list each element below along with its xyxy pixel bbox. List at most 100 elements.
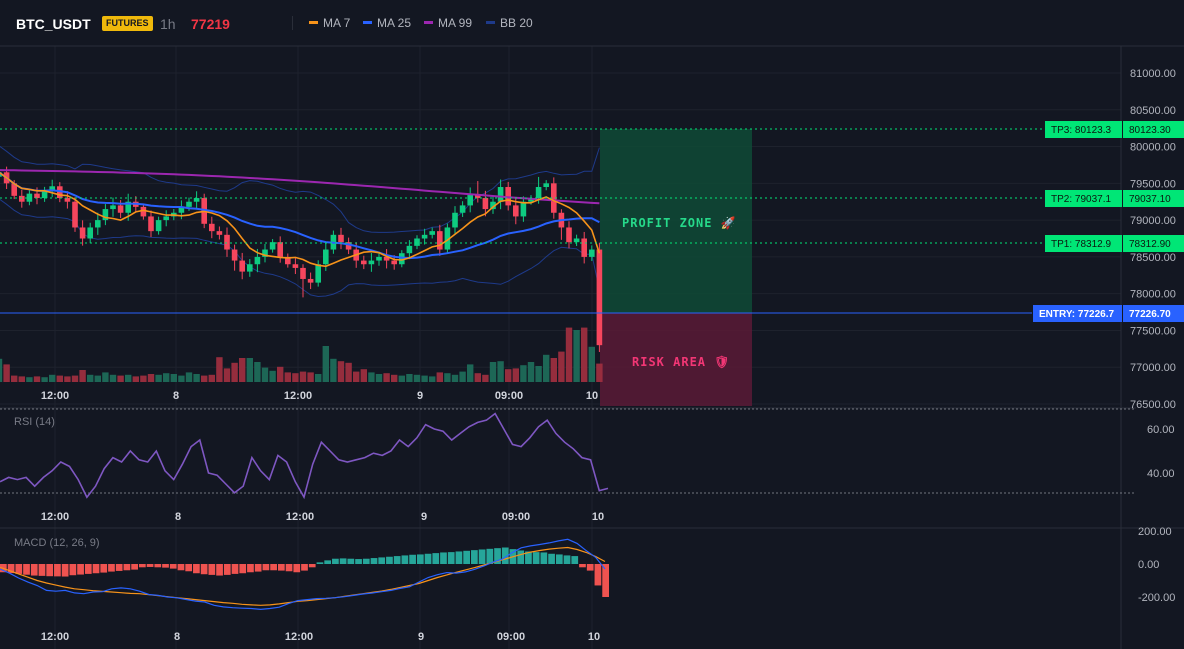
volume-bar: [383, 373, 390, 382]
risk-area-box[interactable]: [600, 313, 752, 406]
volume-bar: [360, 369, 367, 382]
ma99-swatch-icon: [424, 21, 433, 25]
candle-body: [383, 256, 390, 261]
macd-hist-bar: [594, 564, 602, 586]
volume-bar: [239, 358, 246, 382]
profit-zone-box[interactable]: [600, 129, 752, 313]
macd-hist-bar: [23, 564, 30, 575]
legend-bb20[interactable]: BB 20: [486, 16, 533, 30]
volume-bar: [558, 351, 565, 382]
macd-hist-bar: [69, 564, 77, 576]
candle-body: [573, 238, 580, 243]
volume-bar: [87, 374, 94, 382]
volume-bar: [277, 366, 284, 382]
candle-body: [285, 256, 291, 265]
volume-bar: [444, 373, 451, 382]
macd-hist-bar: [355, 559, 362, 564]
time-tick-label: 8: [174, 631, 180, 643]
volume-bar: [451, 374, 459, 382]
time-tick-label: 8: [175, 511, 181, 523]
time-tick-label: 10: [586, 390, 598, 402]
legend-ma7[interactable]: MA 7: [309, 16, 350, 30]
volume-bar: [11, 375, 18, 382]
macd-line: [0, 538, 606, 611]
entry-tag[interactable]: [1033, 305, 1122, 322]
candle-body: [216, 231, 223, 235]
tp3-tag[interactable]: [1045, 121, 1122, 138]
volume-bar: [330, 358, 337, 382]
time-tick-label: 9: [421, 511, 427, 523]
macd-hist-bar: [277, 564, 285, 571]
candle-body: [292, 264, 299, 268]
volume-bar: [474, 373, 481, 382]
macd-hist-bar: [54, 564, 61, 577]
bb20-swatch-icon: [486, 21, 495, 25]
candle-body: [581, 238, 587, 257]
legend-bb20-label: BB 20: [500, 16, 533, 30]
tp3-tag-text: TP3: 80123.3: [1051, 125, 1111, 136]
candle-body: [361, 260, 367, 265]
candle-body: [269, 242, 276, 250]
rsi-title: RSI (14): [14, 416, 55, 428]
time-tick-label: 09:00: [495, 390, 523, 402]
legend-ma25[interactable]: MA 25: [363, 16, 411, 30]
macd-hist-bar: [262, 564, 270, 571]
time-axis-main[interactable]: 12:00 8 12:00 9 09:00 10: [41, 390, 598, 402]
volume-bar: [489, 362, 497, 382]
volume-bar: [216, 357, 223, 382]
volume-bar: [398, 375, 405, 382]
rsi-line: [0, 412, 609, 500]
candle-body: [26, 193, 33, 202]
time-tick-label: 9: [417, 390, 423, 402]
bollinger-bands: [0, 145, 600, 298]
macd-axis-labels[interactable]: 200.00 0.00 -200.00: [1138, 526, 1175, 604]
macd-hist-bar: [586, 564, 594, 571]
entry-tag-text: ENTRY: 77226.7: [1039, 309, 1114, 320]
rsi-axis-labels[interactable]: 60.00 40.00: [1147, 424, 1175, 480]
volume-bar: [132, 376, 139, 382]
volume-bar: [71, 375, 79, 382]
macd-hist-bar: [216, 564, 223, 576]
macd-title: MACD (12, 26, 9): [14, 537, 100, 549]
candle-body: [399, 253, 405, 265]
tp1-axis-tag: [1123, 235, 1184, 252]
macd-hist-bar: [532, 552, 540, 564]
price-tick-label: 80500.00: [1130, 105, 1176, 117]
candle-body: [110, 205, 116, 210]
time-axis-rsi[interactable]: 12:00 8 12:00 9 09:00 10: [41, 511, 604, 523]
volume-bar: [322, 346, 329, 382]
candle-body: [224, 234, 230, 250]
candle-body: [87, 227, 93, 239]
candle-body: [186, 201, 192, 207]
macd-hist-bar: [548, 553, 555, 564]
volume-bar: [261, 367, 269, 382]
time-axis-macd[interactable]: 12:00 8 12:00 9 09:00 10: [41, 631, 600, 643]
candle-body: [254, 256, 261, 265]
tp2-tag[interactable]: [1045, 190, 1122, 207]
volume-bar: [284, 372, 291, 382]
time-tick-label: 10: [588, 631, 600, 643]
volume-bar: [535, 366, 542, 382]
candle-body: [79, 227, 86, 239]
timeframe-label[interactable]: 1h: [160, 16, 176, 32]
candle-body: [125, 201, 131, 213]
volume-bar: [573, 330, 580, 382]
candle-body: [345, 242, 352, 250]
volume-bar: [33, 376, 41, 382]
symbol-label[interactable]: BTC_USDT: [16, 16, 91, 32]
volume-bar: [482, 374, 489, 382]
macd-signal-line: [0, 546, 606, 606]
macd-hist-bar: [254, 564, 262, 572]
legend-ma99[interactable]: MA 99: [424, 16, 472, 30]
candle-body: [155, 220, 162, 232]
candle-body: [437, 231, 443, 250]
time-tick-label: 09:00: [497, 631, 525, 643]
volume-bar: [429, 376, 436, 382]
candle-body: [300, 267, 306, 279]
price-axis-labels[interactable]: 81000.00 80500.00 80000.00 79500.00 79000.00…: [1130, 68, 1176, 411]
entry-axis-tag: [1123, 305, 1184, 322]
candle-body: [49, 186, 55, 191]
tp1-tag[interactable]: [1045, 235, 1122, 252]
macd-hist-bar: [501, 547, 509, 564]
